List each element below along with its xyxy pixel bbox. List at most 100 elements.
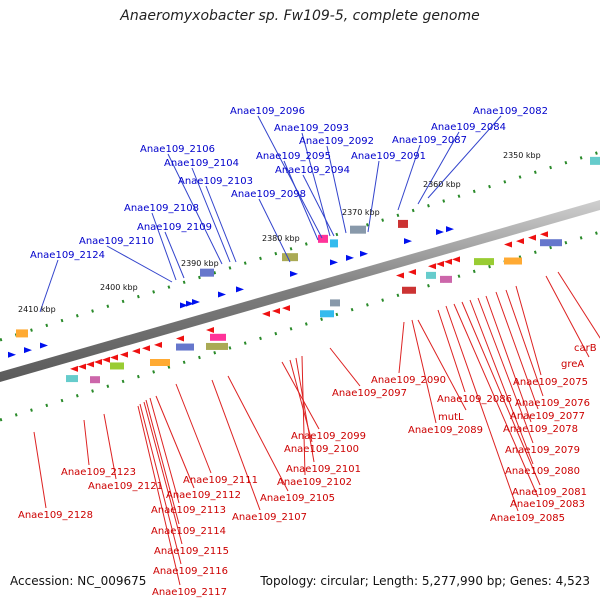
forward-gene-arrow bbox=[330, 259, 338, 266]
gene-label-reverse: Anae109_2112 bbox=[166, 490, 241, 501]
callout-line bbox=[326, 145, 347, 234]
cog-category-block bbox=[16, 329, 28, 338]
gene-label-reverse: greA bbox=[561, 359, 584, 370]
callout-line bbox=[427, 115, 502, 199]
callout-line bbox=[283, 160, 319, 241]
forward-gene-arrow bbox=[290, 270, 298, 277]
cog-category-block bbox=[440, 275, 452, 283]
reverse-gene-arrow bbox=[272, 308, 280, 315]
genome-backbone bbox=[0, 200, 600, 382]
reverse-gene-arrow bbox=[78, 363, 86, 370]
gene-label-forward: Anae109_2124 bbox=[30, 250, 105, 261]
gene-label-forward: Anae109_2109 bbox=[137, 222, 212, 233]
gene-label-forward: Anae109_2093 bbox=[274, 123, 349, 134]
gene-label-reverse: Anae109_2114 bbox=[151, 526, 226, 537]
callout-line bbox=[367, 160, 380, 233]
callout-line bbox=[295, 357, 315, 463]
gene-label-forward: Anae109_2103 bbox=[178, 176, 253, 187]
scale-label: 2380 kbp bbox=[262, 234, 300, 243]
forward-gene-arrow bbox=[236, 286, 244, 293]
reverse-gene-arrow bbox=[206, 326, 214, 333]
reverse-gene-arrow bbox=[396, 272, 404, 279]
gene-label-reverse: mutL bbox=[438, 412, 464, 423]
cog-category-block bbox=[110, 362, 124, 370]
reverse-gene-arrow bbox=[408, 269, 416, 276]
cog-category-block bbox=[66, 375, 78, 383]
forward-gene-arrow bbox=[8, 351, 16, 358]
callout-line bbox=[417, 131, 460, 205]
cog-category-block bbox=[210, 333, 226, 341]
gene-label-reverse: Anae109_2105 bbox=[260, 493, 335, 504]
gene-label-reverse: Anae109_2097 bbox=[332, 388, 407, 399]
reverse-gene-arrow bbox=[428, 263, 436, 270]
reverse-gene-arrow bbox=[110, 354, 118, 361]
callout-line bbox=[175, 383, 212, 474]
gene-label-forward: Anae109_2084 bbox=[431, 122, 506, 133]
gene-label-reverse: Anae109_2115 bbox=[154, 546, 229, 557]
gene-label-reverse: Anae109_2100 bbox=[284, 444, 359, 455]
cog-category-block bbox=[318, 234, 328, 243]
gene-label-reverse: Anae109_2101 bbox=[286, 464, 361, 475]
callout-line bbox=[505, 289, 544, 397]
callout-line bbox=[151, 212, 177, 281]
gene-label-reverse: Anae109_2078 bbox=[503, 424, 578, 435]
callout-line bbox=[211, 379, 261, 511]
callout-line bbox=[143, 401, 183, 545]
gene-label-reverse: Anae109_2099 bbox=[291, 431, 366, 442]
gene-label-reverse: Anae109_2089 bbox=[408, 425, 483, 436]
cog-category-block bbox=[398, 219, 408, 228]
reverse-gene-arrow bbox=[176, 335, 184, 342]
gene-label-reverse: Anae109_2107 bbox=[232, 512, 307, 523]
reverse-gene-arrow bbox=[102, 356, 110, 363]
scale-labels: 2350 kbp 2360 kbp 2370 kbp 2380 kbp 2390 kbp… bbox=[18, 151, 541, 314]
gene-label-reverse: Anae109_2090 bbox=[371, 375, 446, 386]
callout-line bbox=[155, 395, 195, 489]
reverse-gene-arrow bbox=[282, 305, 290, 312]
callout-line bbox=[227, 375, 289, 492]
callout-line bbox=[167, 153, 223, 265]
forward-gene-arrow bbox=[186, 300, 194, 307]
gene-labels: Anae109_2096 Anae109_2093 Anae109_2092 Anae… bbox=[18, 106, 597, 598]
reverse-gene-arrow bbox=[86, 361, 94, 368]
gene-label-reverse: Anae109_2102 bbox=[277, 477, 352, 488]
scale-label: 2360 kbp bbox=[423, 180, 461, 189]
callout-line bbox=[469, 299, 534, 465]
gene-label-reverse: Anae109_2116 bbox=[153, 566, 228, 577]
reverse-gene-arrow bbox=[94, 359, 102, 366]
callout-line bbox=[191, 167, 231, 263]
reverse-gene-arrow bbox=[528, 234, 536, 241]
cog-category-block bbox=[350, 225, 366, 234]
scale-label: 2390 kbp bbox=[181, 259, 219, 268]
reverse-gene-arrow bbox=[132, 348, 140, 355]
callout-line bbox=[301, 355, 306, 476]
callout-line bbox=[137, 405, 181, 586]
callout-line bbox=[281, 361, 320, 430]
callout-line bbox=[33, 431, 47, 509]
callout-line bbox=[258, 198, 291, 263]
gene-label-forward: Anae109_2087 bbox=[392, 135, 467, 146]
gene-label-reverse: Anae109_2121 bbox=[88, 481, 163, 492]
reverse-gene-arrow bbox=[142, 345, 150, 352]
gene-label-forward: Anae109_2094 bbox=[275, 165, 350, 176]
callout-line bbox=[149, 397, 180, 504]
callout-line bbox=[495, 291, 539, 410]
reverse-gene-arrow bbox=[70, 365, 78, 372]
callout-line bbox=[445, 305, 519, 512]
callout-line bbox=[437, 309, 466, 393]
gene-label-reverse: Anae109_2079 bbox=[505, 445, 580, 456]
callout-line bbox=[417, 319, 467, 411]
scale-label: 2370 kbp bbox=[342, 208, 380, 217]
forward-gene-arrow bbox=[180, 302, 188, 309]
cog-category-block bbox=[206, 342, 228, 350]
gene-label-reverse: Anae109_2077 bbox=[510, 411, 585, 422]
scale-label: 2410 kbp bbox=[18, 305, 56, 314]
gene-label-reverse: Anae109_2085 bbox=[490, 513, 565, 524]
cog-category-block bbox=[590, 156, 600, 165]
gene-label-reverse: Anae109_2075 bbox=[513, 377, 588, 388]
forward-gene-arrow bbox=[346, 254, 354, 261]
reverse-gene-arrow bbox=[444, 258, 452, 265]
gene-label-reverse: Anae109_2117 bbox=[152, 587, 227, 598]
gene-label-forward: Anae109_2104 bbox=[164, 158, 239, 169]
callout-line bbox=[557, 271, 600, 339]
